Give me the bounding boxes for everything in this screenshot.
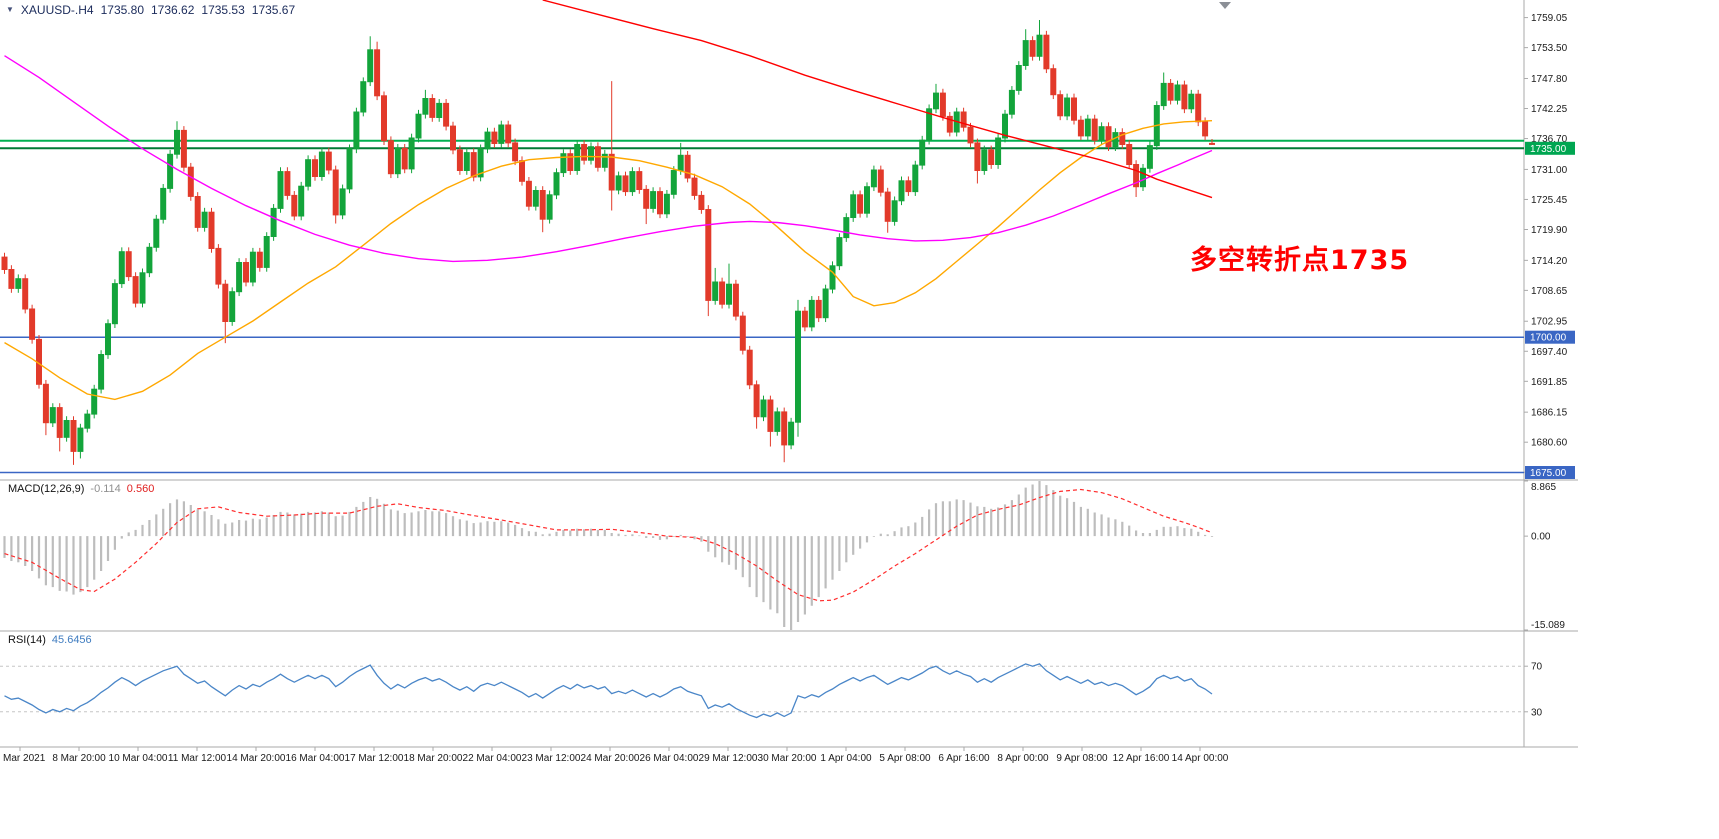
svg-text:1731.00: 1731.00 (1531, 165, 1568, 176)
symbol-period-label: XAUUSD-.H4 (20, 3, 94, 17)
svg-text:1736.70: 1736.70 (1531, 134, 1568, 145)
svg-text:1697.40: 1697.40 (1531, 347, 1568, 358)
horizontal-lines (0, 139, 1524, 474)
svg-text:14 Mar 20:00: 14 Mar 20:00 (227, 753, 286, 764)
svg-text:1680.60: 1680.60 (1531, 438, 1568, 449)
svg-text:1686.15: 1686.15 (1531, 408, 1568, 419)
svg-text:29 Mar 12:00: 29 Mar 12:00 (699, 753, 758, 764)
ohlc-open: 1735.80 (100, 3, 144, 17)
svg-text:9 Apr 08:00: 9 Apr 08:00 (1056, 753, 1108, 764)
svg-text:14 Apr 00:00: 14 Apr 00:00 (1172, 753, 1229, 764)
rsi-name: RSI(14) (8, 634, 46, 646)
svg-text:10 Mar 04:00: 10 Mar 04:00 (109, 753, 168, 764)
price-axis: 1759.05 1753.50 1747.80 1742.25 1736.70 1731.… (1524, 13, 1575, 479)
rsi-line (4, 663, 1213, 719)
svg-text:8.865: 8.865 (1531, 482, 1556, 493)
chart-shift-marker[interactable] (1219, 2, 1231, 9)
svg-text:1 Apr 04:00: 1 Apr 04:00 (820, 753, 872, 764)
candlesticks (1, 20, 1215, 465)
svg-text:1691.85: 1691.85 (1531, 377, 1568, 388)
svg-text:0.00: 0.00 (1531, 532, 1551, 543)
svg-text:5 Mar 2021: 5 Mar 2021 (0, 753, 46, 764)
macd-signal-value: 0.560 (126, 483, 155, 495)
ohlc-high: 1736.62 (151, 3, 195, 17)
rsi-value: 45.6456 (51, 634, 92, 646)
rsi-indicator-label: RSI(14) 45.6456 (8, 634, 92, 646)
svg-text:1700.00: 1700.00 (1530, 333, 1567, 344)
macd-signal-line (4, 488, 1213, 602)
ma-fast-orange (4, 120, 1213, 401)
svg-text:-15.089: -15.089 (1531, 620, 1565, 631)
svg-text:1708.65: 1708.65 (1531, 286, 1568, 297)
macd-pane: 8.865 0.00 -15.089 (3, 480, 1565, 631)
svg-text:70: 70 (1531, 662, 1543, 673)
ma-mid-magenta (4, 55, 1213, 263)
pane-separators (0, 0, 1578, 748)
svg-text:1719.90: 1719.90 (1531, 225, 1568, 236)
svg-text:18 Mar 20:00: 18 Mar 20:00 (404, 753, 463, 764)
rsi-pane: 70 30 (0, 662, 1543, 719)
macd-main-value: -0.114 (90, 483, 121, 495)
svg-text:1725.45: 1725.45 (1531, 195, 1568, 206)
svg-text:11 Mar 12:00: 11 Mar 12:00 (168, 753, 227, 764)
svg-text:30 Mar 20:00: 30 Mar 20:00 (758, 753, 817, 764)
ma-slow-red (542, 0, 1213, 199)
svg-text:1742.25: 1742.25 (1531, 104, 1568, 115)
macd-name: MACD(12,26,9) (8, 483, 85, 495)
svg-text:1747.80: 1747.80 (1531, 74, 1568, 85)
svg-text:12 Apr 16:00: 12 Apr 16:00 (1113, 753, 1170, 764)
ohlc-close: 1735.67 (251, 3, 296, 17)
ohlc-low: 1735.53 (201, 3, 245, 17)
moving-averages (4, 0, 1213, 401)
macd-indicator-label: MACD(12,26,9) -0.114 0.560 (8, 483, 154, 495)
svg-text:17 Mar 12:00: 17 Mar 12:00 (345, 753, 404, 764)
svg-text:5 Apr 08:00: 5 Apr 08:00 (879, 753, 931, 764)
svg-text:8 Mar 20:00: 8 Mar 20:00 (52, 753, 106, 764)
svg-text:22 Mar 04:00: 22 Mar 04:00 (463, 753, 522, 764)
svg-text:26 Mar 04:00: 26 Mar 04:00 (640, 753, 699, 764)
svg-text:1714.20: 1714.20 (1531, 256, 1568, 267)
svg-text:6 Apr 16:00: 6 Apr 16:00 (938, 753, 990, 764)
svg-text:1753.50: 1753.50 (1531, 43, 1568, 54)
svg-text:23 Mar 12:00: 23 Mar 12:00 (522, 753, 581, 764)
annotation-text: 多空转折点1735 (1190, 245, 1410, 276)
chart-title: ▼ XAUUSD-.H4 1735.80 1736.62 1735.53 173… (6, 3, 295, 17)
svg-text:1735.00: 1735.00 (1530, 144, 1567, 155)
svg-text:8 Apr 00:00: 8 Apr 00:00 (997, 753, 1049, 764)
svg-text:30: 30 (1531, 707, 1543, 718)
chart-menu-icon[interactable]: ▼ (6, 5, 14, 14)
svg-text:1675.00: 1675.00 (1530, 468, 1567, 479)
svg-text:24 Mar 20:00: 24 Mar 20:00 (581, 753, 640, 764)
svg-text:1702.95: 1702.95 (1531, 317, 1568, 328)
svg-text:1759.05: 1759.05 (1531, 13, 1568, 24)
svg-text:16 Mar 04:00: 16 Mar 04:00 (286, 753, 345, 764)
